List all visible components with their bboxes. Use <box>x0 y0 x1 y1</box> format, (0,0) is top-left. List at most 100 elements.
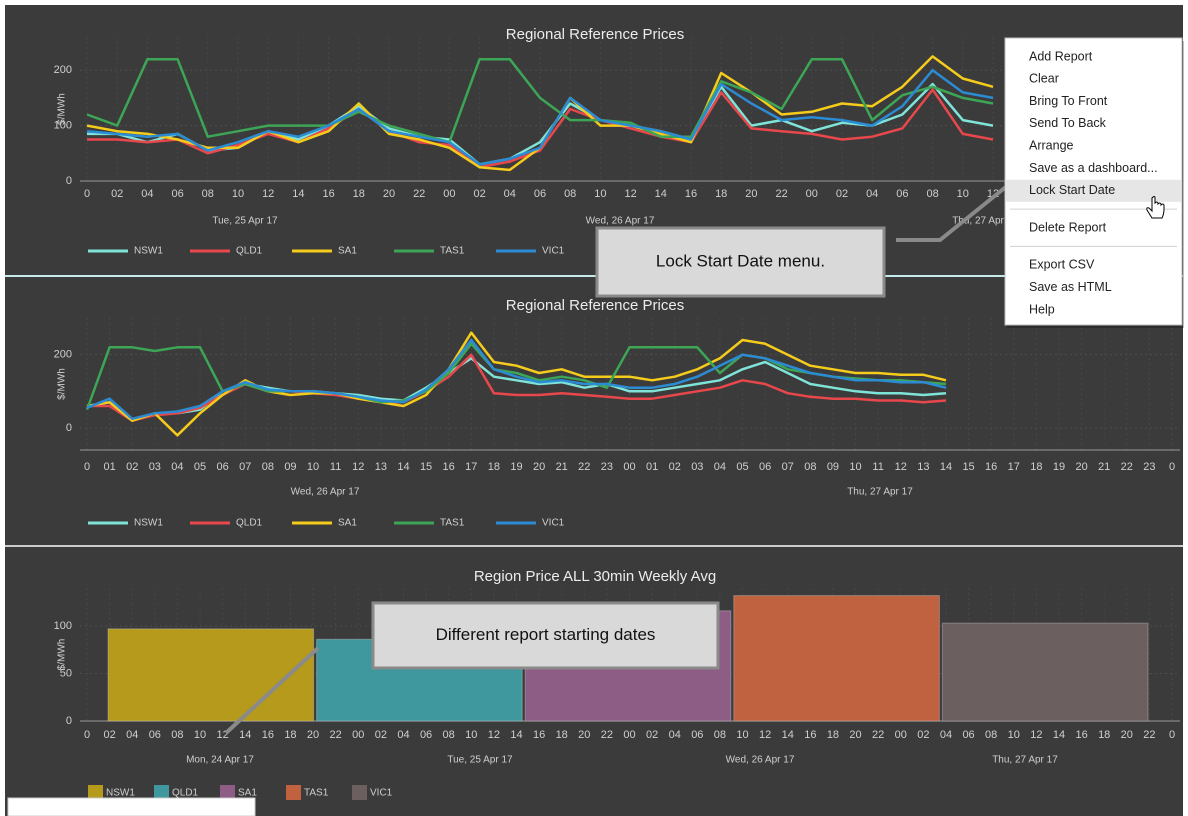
x-tick-label: 03 <box>691 461 703 473</box>
menu-item[interactable]: Send To Back <box>1029 116 1107 130</box>
x-tick-label: 04 <box>866 188 878 200</box>
day-label: Thu, 27 Apr 17 <box>847 487 913 498</box>
x-tick-label: 04 <box>714 461 726 473</box>
x-tick-label: 08 <box>443 729 455 741</box>
x-tick-label: 02 <box>646 729 658 741</box>
x-tick-label: 12 <box>352 461 364 473</box>
x-tick-label: 18 <box>284 729 296 741</box>
x-tick-label: 08 <box>262 461 274 473</box>
y-tick-label: 100 <box>54 620 72 632</box>
x-tick-label: 0 <box>84 188 90 200</box>
x-tick-label: 22 <box>1143 729 1155 741</box>
x-tick-label: 11 <box>330 461 341 473</box>
x-tick-label: 18 <box>827 729 839 741</box>
x-tick-label: 0 <box>84 461 90 473</box>
menu-item[interactable]: Export CSV <box>1029 258 1095 272</box>
menu-item[interactable]: Arrange <box>1029 138 1074 152</box>
chart-title: Regional Reference Prices <box>506 26 684 43</box>
overlay: Lock Start Date menu. Different report st… <box>224 37 1184 735</box>
x-tick-label: 10 <box>465 729 477 741</box>
x-tick-label: 04 <box>126 729 138 741</box>
menu-item[interactable]: Save as a dashboard... <box>1029 161 1158 175</box>
x-tick-label: 18 <box>488 461 500 473</box>
x-tick-label: 16 <box>804 729 816 741</box>
callout-connector <box>224 646 320 735</box>
x-tick-label: 04 <box>141 188 153 200</box>
menu-item[interactable]: Add Report <box>1029 49 1093 63</box>
chart-title: Region Price ALL 30min Weekly Avg <box>474 568 716 585</box>
x-tick-label: 07 <box>239 461 251 473</box>
x-tick-label: 11 <box>872 461 883 473</box>
series-line <box>86 68 994 166</box>
x-tick-label: 08 <box>985 729 997 741</box>
menu-item[interactable]: Lock Start Date <box>1029 183 1115 197</box>
menu-item[interactable]: Delete Report <box>1029 220 1107 234</box>
x-tick-label: 23 <box>601 461 613 473</box>
x-tick-label: 02 <box>111 188 123 200</box>
y-tick-label: 0 <box>66 422 72 434</box>
x-tick-label: 13 <box>917 461 929 473</box>
x-tick-label: 21 <box>556 461 568 473</box>
x-tick-label: 02 <box>669 461 681 473</box>
x-tick-label: 06 <box>217 461 229 473</box>
x-tick-label: 10 <box>957 188 969 200</box>
legend-label: SA1 <box>338 246 357 257</box>
bar <box>733 595 940 722</box>
x-tick-label: 08 <box>202 188 214 200</box>
x-tick-label: 23 <box>1143 461 1155 473</box>
x-tick-label: 18 <box>353 188 365 200</box>
legend-label: NSW1 <box>134 246 163 257</box>
x-tick-label: 12 <box>759 729 771 741</box>
x-tick-label: 10 <box>849 461 861 473</box>
day-label: Wed, 26 Apr 17 <box>586 216 655 227</box>
legend-label: QLD1 <box>236 518 263 529</box>
panel <box>5 5 1183 275</box>
x-tick-label: 02 <box>126 461 138 473</box>
x-tick-label: 20 <box>1121 729 1133 741</box>
menu-item[interactable]: Clear <box>1029 72 1059 86</box>
x-tick-label: 09 <box>827 461 839 473</box>
y-tick-label: 50 <box>60 667 72 679</box>
x-tick-label: 00 <box>352 729 364 741</box>
menu-item[interactable]: Bring To Front <box>1029 94 1108 108</box>
x-tick-label: 19 <box>510 461 522 473</box>
x-tick-label: 15 <box>420 461 432 473</box>
x-tick-label: 14 <box>292 188 304 200</box>
x-tick-label: 02 <box>375 729 387 741</box>
tooltip-box <box>7 797 256 816</box>
x-tick-label: 08 <box>714 729 726 741</box>
menu-item[interactable]: Save as HTML <box>1029 280 1112 294</box>
y-axis-label: $/MWh <box>57 639 68 671</box>
x-tick-label: 14 <box>1053 729 1065 741</box>
menu-item[interactable]: Help <box>1029 302 1055 316</box>
x-tick-label: 06 <box>420 729 432 741</box>
x-tick-label: 14 <box>782 729 794 741</box>
y-tick-label: 0 <box>66 715 72 727</box>
series-line <box>86 338 947 421</box>
x-tick-label: 17 <box>465 461 477 473</box>
y-tick-label: 100 <box>54 120 72 132</box>
x-tick-label: 14 <box>655 188 667 200</box>
x-tick-label: 20 <box>383 188 395 200</box>
legend-swatch <box>220 785 235 800</box>
x-tick-label: 00 <box>623 461 635 473</box>
x-tick-label: 06 <box>171 188 183 200</box>
x-tick-label: 13 <box>375 461 387 473</box>
x-tick-label: 09 <box>284 461 296 473</box>
x-tick-label: 02 <box>103 729 115 741</box>
x-tick-label: 12 <box>624 188 636 200</box>
x-tick-label: 00 <box>895 729 907 741</box>
x-tick-label: 01 <box>646 461 658 473</box>
series-line <box>86 57 994 144</box>
x-tick-label: 14 <box>239 729 251 741</box>
x-tick-label: 14 <box>940 461 952 473</box>
x-tick-label: 06 <box>962 729 974 741</box>
x-tick-label: 05 <box>194 461 206 473</box>
x-tick-label: 19 <box>1053 461 1065 473</box>
callout-text: Different report starting dates <box>436 625 656 644</box>
x-tick-label: 14 <box>510 729 522 741</box>
x-tick-label: 06 <box>759 461 771 473</box>
x-tick-label: 05 <box>736 461 748 473</box>
